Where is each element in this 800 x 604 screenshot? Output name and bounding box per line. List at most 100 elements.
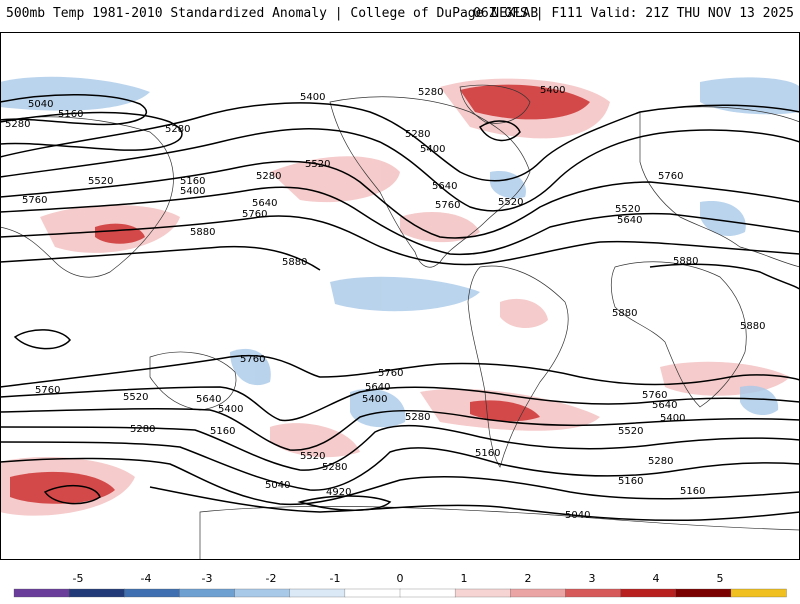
contour-5400-north xyxy=(0,128,800,212)
contour-label: 5760 xyxy=(35,385,60,396)
contour-label: 5040 xyxy=(265,480,290,491)
colorbar-swatch xyxy=(730,588,787,598)
contour-label: 5880 xyxy=(673,256,698,267)
eurasia-outline xyxy=(639,106,800,268)
antarctica-outline xyxy=(199,506,800,560)
cold-area-north-america xyxy=(490,171,526,199)
contour-label: 5640 xyxy=(617,215,642,226)
colorbar-label: 1 xyxy=(461,572,468,585)
contour-label: 5520 xyxy=(305,159,330,170)
contour-label: 5520 xyxy=(498,197,523,208)
contour-label: 5520 xyxy=(300,451,325,462)
colorbar-label: 3 xyxy=(589,572,596,585)
contour-label: 5520 xyxy=(618,426,643,437)
colorbar-swatch xyxy=(13,588,70,598)
strong-warm-southwest-pacific xyxy=(10,471,115,504)
contour-label: 5640 xyxy=(196,394,221,405)
strong-warm-eastern-asia xyxy=(95,223,145,244)
contour-labels: 5040 5160 5280 5280 5400 5280 5400 5280 … xyxy=(5,85,765,521)
strong-warm-anomaly-areas xyxy=(10,84,590,504)
map-header: 500mb Temp 1981-2010 Standardized Anomal… xyxy=(0,0,800,32)
contour-label: 5280 xyxy=(5,119,30,130)
colorbar-label: -2 xyxy=(266,572,277,585)
colorbar-swatch xyxy=(234,588,291,598)
colorbar-swatch xyxy=(454,588,511,598)
contour-5520-north xyxy=(0,160,800,239)
warm-area-south-pacific xyxy=(270,423,360,458)
contour-label: 5400 xyxy=(218,404,243,415)
colorbar-swatch xyxy=(344,588,401,598)
greenland-outline xyxy=(459,84,531,124)
north-america-outline xyxy=(329,96,531,268)
contour-5640-north xyxy=(0,186,800,256)
warm-area-south-america xyxy=(500,298,548,328)
colorbar-swatch xyxy=(68,588,125,598)
contour-label: 5760 xyxy=(642,390,667,401)
contour-5760-north xyxy=(0,215,800,266)
contour-label: 5760 xyxy=(378,368,403,379)
contour-label: 5280 xyxy=(256,171,281,182)
contour-label: 5760 xyxy=(22,195,47,206)
colorbar-tick-labels: -5 -4 -3 -2 -1 0 1 2 3 4 5 xyxy=(73,572,724,585)
contour-label: 5280 xyxy=(130,424,155,435)
contour-closed-high-south-pacific xyxy=(13,329,71,350)
contour-label: 5400 xyxy=(420,144,445,155)
colorbar-swatch xyxy=(179,588,236,598)
contour-label: 5040 xyxy=(565,510,590,521)
colorbar-label: -3 xyxy=(202,572,213,585)
contour-5640-south xyxy=(0,386,800,422)
contour-label: 5640 xyxy=(652,400,677,411)
height-contours xyxy=(0,94,800,522)
anomaly-map: 5040 5160 5280 5280 5400 5280 5400 5280 … xyxy=(0,32,800,560)
contour-label: 5760 xyxy=(435,200,460,211)
contour-label: 4920 xyxy=(326,487,351,498)
contour-5040-north xyxy=(0,94,148,126)
contour-label: 5160 xyxy=(180,176,205,187)
map-canvas: 5040 5160 5280 5280 5400 5280 5400 5280 … xyxy=(0,32,800,560)
colorbar-label: -4 xyxy=(141,572,152,585)
model-run-info: 06Z GFS | F111 Valid: 21Z THU NOV 13 202… xyxy=(473,6,794,21)
warm-area-north-america xyxy=(400,212,480,243)
contour-label: 5280 xyxy=(405,129,430,140)
cold-anomaly-areas xyxy=(0,76,800,428)
map-title: 500mb Temp 1981-2010 Standardized Anomal… xyxy=(6,6,539,21)
contour-label: 5280 xyxy=(322,462,347,473)
colorbar-swatch xyxy=(675,588,732,598)
contour-label: 5880 xyxy=(740,321,765,332)
contour-4920-south xyxy=(297,495,392,511)
contour-label: 5520 xyxy=(88,176,113,187)
colorbar-swatch xyxy=(510,588,567,598)
colorbar-swatch xyxy=(124,588,181,598)
contour-closed-low-southwest xyxy=(43,484,101,505)
colorbar: -5 -4 -3 -2 -1 0 1 2 3 4 5 xyxy=(0,568,800,600)
contour-label: 5760 xyxy=(658,171,683,182)
africa-outline xyxy=(610,261,747,408)
contour-label: 5640 xyxy=(365,382,390,393)
colorbar-swatches xyxy=(13,588,787,598)
contour-label: 5520 xyxy=(615,204,640,215)
colorbar-swatch xyxy=(399,588,456,598)
cold-area-indian-ocean xyxy=(740,385,779,416)
colorbar-label: 5 xyxy=(717,572,724,585)
cold-area-europe xyxy=(700,201,746,237)
colorbar-canvas: -5 -4 -3 -2 -1 0 1 2 3 4 5 xyxy=(13,572,787,598)
contour-label: 5400 xyxy=(362,394,387,405)
colorbar-label: 4 xyxy=(653,572,660,585)
contour-label: 5520 xyxy=(123,392,148,403)
contour-label: 5760 xyxy=(240,354,265,365)
contour-5160-south xyxy=(0,457,800,506)
colorbar-label: 0 xyxy=(397,572,404,585)
contour-5760-south xyxy=(0,355,800,388)
colorbar-swatch xyxy=(289,588,346,598)
contour-closed-low-north-atlantic xyxy=(478,120,521,142)
south-america-outline xyxy=(467,265,569,468)
cold-area-pacific-equatorial xyxy=(330,276,480,312)
contour-label: 5280 xyxy=(165,124,190,135)
contour-label: 5400 xyxy=(660,413,685,424)
contour-5400-south xyxy=(0,424,800,471)
cold-area-south-pacific xyxy=(230,348,271,386)
continents xyxy=(0,84,800,560)
contour-label: 5160 xyxy=(210,426,235,437)
contour-label: 5760 xyxy=(242,209,267,220)
contour-5280-south xyxy=(0,441,800,491)
